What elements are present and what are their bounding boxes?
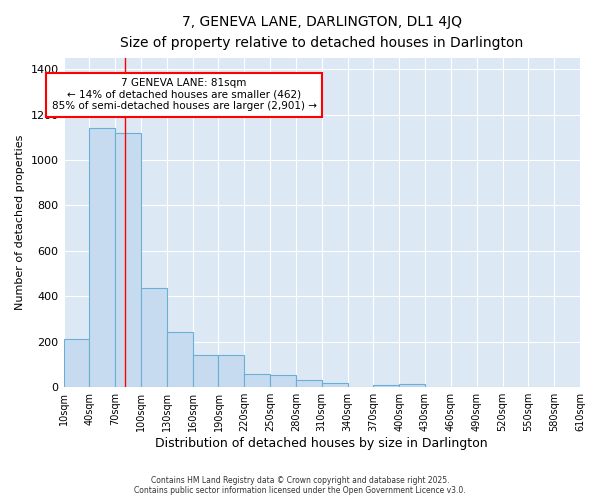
- Text: Contains HM Land Registry data © Crown copyright and database right 2025.
Contai: Contains HM Land Registry data © Crown c…: [134, 476, 466, 495]
- Bar: [115, 132, 141, 387]
- Y-axis label: Number of detached properties: Number of detached properties: [15, 135, 25, 310]
- Bar: [218, 356, 244, 387]
- Text: 7 GENEVA LANE: 81sqm
← 14% of detached houses are smaller (462)
85% of semi-deta: 7 GENEVA LANE: 81sqm ← 14% of detached h…: [52, 78, 317, 112]
- X-axis label: Distribution of detached houses by size in Darlington: Distribution of detached houses by size …: [155, 437, 488, 450]
- Bar: [193, 356, 218, 387]
- Bar: [89, 128, 115, 387]
- Bar: [270, 374, 296, 387]
- Bar: [141, 288, 167, 387]
- Bar: [167, 332, 193, 387]
- Title: 7, GENEVA LANE, DARLINGTON, DL1 4JQ
Size of property relative to detached houses: 7, GENEVA LANE, DARLINGTON, DL1 4JQ Size…: [120, 15, 523, 50]
- Bar: [399, 384, 425, 387]
- Bar: [244, 374, 270, 387]
- Bar: [296, 380, 322, 387]
- Bar: [322, 382, 347, 387]
- Bar: [64, 340, 89, 387]
- Bar: [373, 385, 399, 387]
